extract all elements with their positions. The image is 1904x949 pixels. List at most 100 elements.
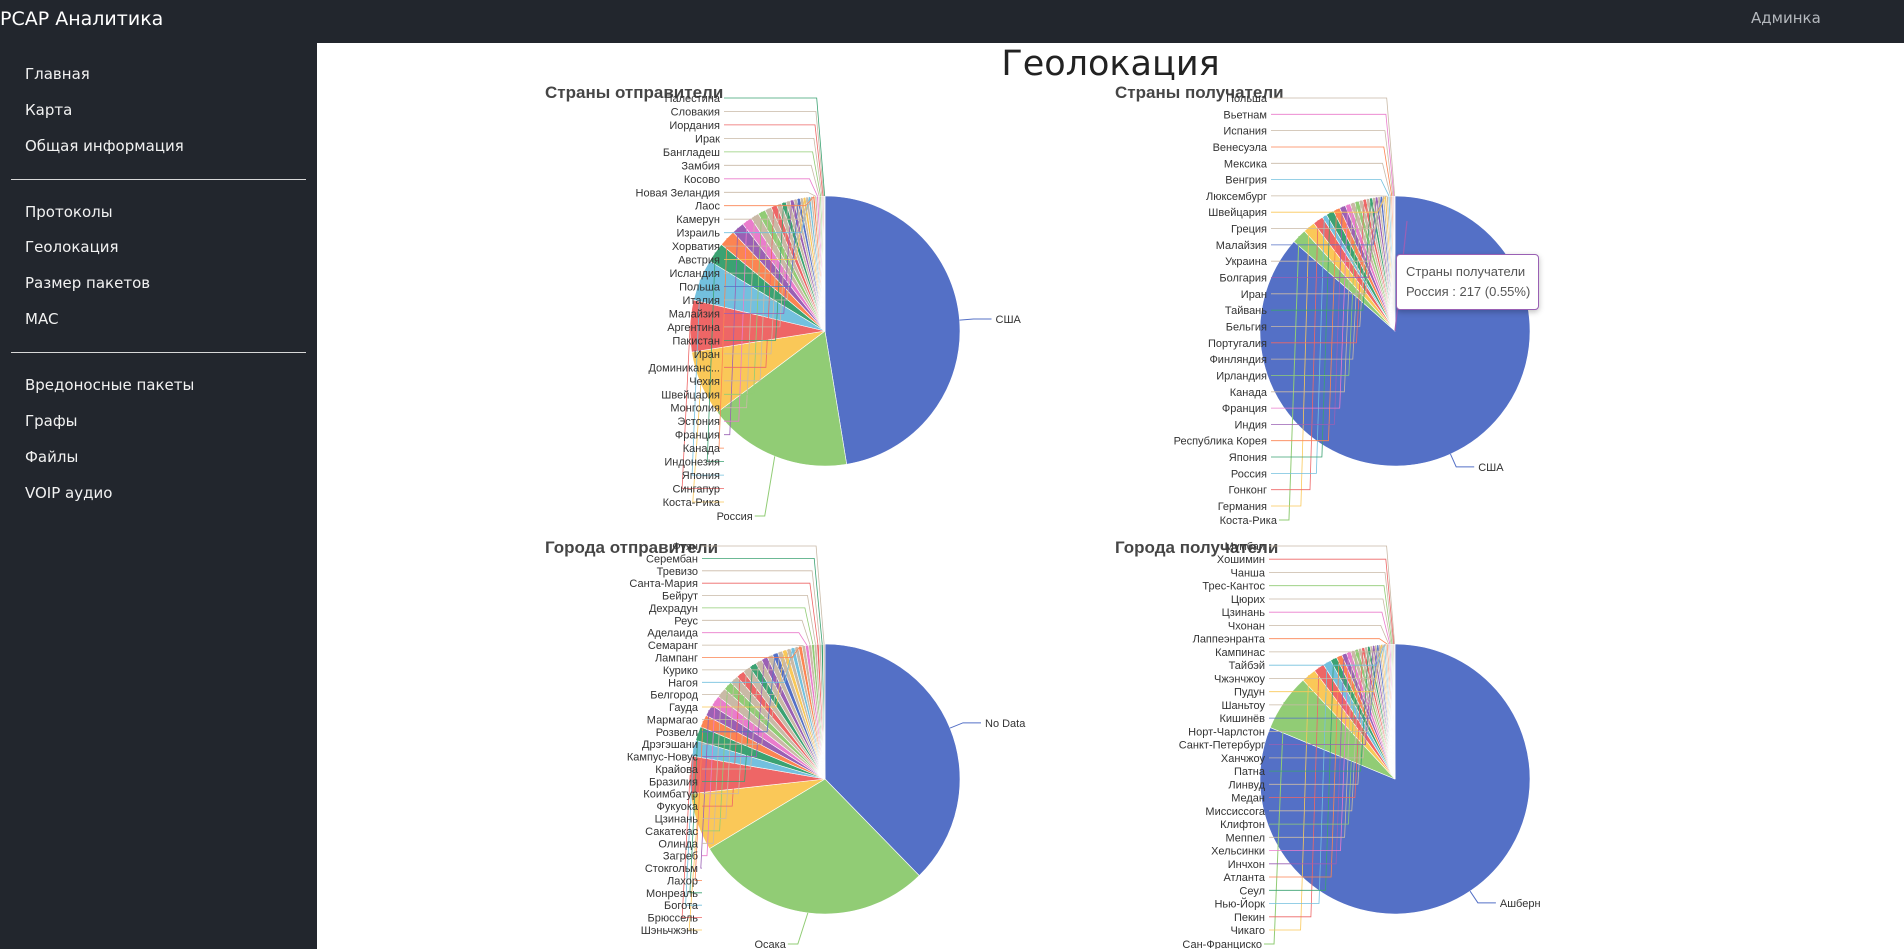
slice-label: Канада xyxy=(683,443,721,455)
label-line xyxy=(724,97,826,197)
slice-label: Фуян xyxy=(672,541,698,553)
slice-label: Лаос xyxy=(695,201,720,213)
slice-label: Сакатекас xyxy=(645,826,698,838)
slice-label: Франция xyxy=(1222,403,1267,415)
slice-label: Коста-Рика xyxy=(663,497,721,509)
label-line xyxy=(1269,545,1395,645)
slice-label: Мармагао xyxy=(647,714,698,726)
label-line xyxy=(702,644,804,647)
slice-label: Испания xyxy=(1223,126,1267,138)
slice-label: Малайзия xyxy=(1216,240,1267,252)
slice-label: Осака xyxy=(754,939,786,949)
app-brand[interactable]: PCAP Аналитика xyxy=(0,8,164,30)
slice-label: Мумбаи xyxy=(1225,541,1265,553)
slice-label: Белгород xyxy=(650,690,698,702)
sidebar-item-malicious-packets[interactable]: Вредоносные пакеты xyxy=(25,376,195,394)
user-menu-link[interactable]: Админка xyxy=(1751,9,1821,27)
pie-slice-сша[interactable] xyxy=(824,195,961,465)
label-line xyxy=(724,151,821,197)
label-line xyxy=(1271,196,1386,213)
label-line xyxy=(702,664,753,782)
slice-label: Шэньчжэнь xyxy=(641,925,699,937)
label-line xyxy=(1271,130,1394,197)
slice-label: США xyxy=(996,314,1022,326)
sidebar-divider xyxy=(11,352,306,353)
sidebar-item-files[interactable]: Файлы xyxy=(25,448,79,466)
slice-label: No Data xyxy=(985,718,1026,730)
label-line xyxy=(1271,162,1391,197)
slice-label: Япония xyxy=(1229,452,1267,464)
slice-label: Нью-Йорк xyxy=(1214,898,1265,911)
chart-title-2: Города отправители xyxy=(545,538,718,557)
sidebar-item-graphs[interactable]: Графы xyxy=(25,412,78,430)
slice-label: Хельсинки xyxy=(1211,846,1265,858)
slice-label: Серембан xyxy=(646,553,698,565)
slice-label: Чанша xyxy=(1231,568,1266,580)
sidebar-item-overview[interactable]: Общая информация xyxy=(25,137,184,155)
label-line xyxy=(1269,646,1372,759)
label-line xyxy=(702,595,816,645)
label-line xyxy=(724,164,820,197)
label-line xyxy=(724,178,818,197)
label-line xyxy=(1271,113,1395,197)
sidebar-item-packet-size[interactable]: Размер пакетов xyxy=(25,274,151,292)
slice-label: Россия xyxy=(1231,468,1267,480)
pie-slice-россия[interactable] xyxy=(716,330,848,467)
slice-label: Пекин xyxy=(1234,912,1265,924)
sidebar-item-protocols[interactable]: Протоколы xyxy=(25,203,113,221)
label-line xyxy=(724,211,762,395)
label-line xyxy=(724,200,793,314)
slice-label: Исландия xyxy=(669,268,720,280)
slice-label: Тайвань xyxy=(1225,305,1267,317)
label-line xyxy=(1271,200,1362,360)
label-line xyxy=(724,196,813,220)
slice-label: Малайзия xyxy=(669,309,720,321)
sidebar-item-home[interactable]: Главная xyxy=(25,65,90,83)
sidebar-item-mac[interactable]: MAC xyxy=(25,310,59,328)
slice-label: Ирландия xyxy=(1216,370,1267,382)
label-line xyxy=(1269,647,1364,798)
label-line xyxy=(724,220,748,422)
slice-label: Медан xyxy=(1231,793,1265,805)
slice-label: Патна xyxy=(1234,766,1266,778)
label-line xyxy=(702,646,801,658)
label-line xyxy=(1271,199,1365,344)
pie-slice-осака[interactable] xyxy=(708,778,920,915)
slice-label: Трес-Кантос xyxy=(1202,581,1265,593)
label-line xyxy=(1269,611,1391,645)
slice-label: Нагоя xyxy=(668,677,698,689)
pie-slice-no-data[interactable] xyxy=(824,643,961,877)
slice-label: Норт-Чарлстон xyxy=(1188,726,1265,738)
slice-label: Хорватия xyxy=(672,241,720,253)
slice-label: Люксембург xyxy=(1206,191,1267,203)
slice-label: Монреаль xyxy=(646,888,698,900)
slice-label: Хошимин xyxy=(1217,554,1265,566)
label-line xyxy=(724,204,780,355)
sidebar-item-voip-audio[interactable]: VOIP аудио xyxy=(25,484,113,502)
label-line xyxy=(702,700,716,857)
sidebar-item-geolocation[interactable]: Геолокация xyxy=(25,238,119,256)
label-line xyxy=(702,558,823,645)
label-line xyxy=(702,647,794,683)
label-line xyxy=(702,661,759,770)
sidebar-item-map[interactable]: Карта xyxy=(25,101,73,119)
slice-label: Загреб xyxy=(663,851,698,863)
label-line xyxy=(1269,644,1387,653)
label-line xyxy=(1271,196,1380,262)
label-line xyxy=(1271,196,1382,246)
label-line xyxy=(1264,702,1285,945)
label-line xyxy=(1269,625,1390,645)
slice-label: Мексика xyxy=(1224,158,1268,170)
slice-label: Россия xyxy=(717,511,753,523)
label-line xyxy=(1271,198,1369,327)
label-line xyxy=(1271,198,1372,311)
slice-label: Лахор xyxy=(667,876,698,888)
label-line xyxy=(787,912,809,945)
slice-label: Бангладеш xyxy=(663,147,720,159)
slice-label: Инчхон xyxy=(1228,859,1265,871)
pie-slice-фуян[interactable] xyxy=(822,643,826,780)
slice-label: Венесуэла xyxy=(1213,142,1268,154)
label-line xyxy=(691,279,724,476)
slice-label: Санкт-Петербург xyxy=(1179,740,1265,752)
label-line xyxy=(688,822,702,931)
